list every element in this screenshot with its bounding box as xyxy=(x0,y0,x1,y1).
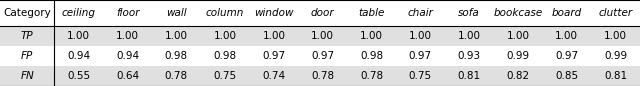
Text: wall: wall xyxy=(166,8,187,18)
Text: 0.78: 0.78 xyxy=(311,71,334,81)
Text: 1.00: 1.00 xyxy=(556,31,579,41)
Bar xyxy=(0,26,640,46)
Text: 0.82: 0.82 xyxy=(506,71,529,81)
Text: chair: chair xyxy=(408,8,433,18)
Text: door: door xyxy=(311,8,335,18)
Text: FN: FN xyxy=(20,71,34,81)
Text: 0.97: 0.97 xyxy=(311,51,334,61)
Text: 1.00: 1.00 xyxy=(409,31,432,41)
Bar xyxy=(0,0,640,26)
Text: clutter: clutter xyxy=(598,8,633,18)
Text: 1.00: 1.00 xyxy=(116,31,139,41)
Text: 0.81: 0.81 xyxy=(458,71,481,81)
Text: 0.93: 0.93 xyxy=(458,51,481,61)
Text: column: column xyxy=(206,8,244,18)
Text: 0.98: 0.98 xyxy=(165,51,188,61)
Text: sofa: sofa xyxy=(458,8,480,18)
Text: 0.99: 0.99 xyxy=(604,51,627,61)
Text: 1.00: 1.00 xyxy=(360,31,383,41)
Text: 0.78: 0.78 xyxy=(165,71,188,81)
Text: 1.00: 1.00 xyxy=(262,31,285,41)
Text: 0.97: 0.97 xyxy=(262,51,285,61)
Text: 0.64: 0.64 xyxy=(116,71,139,81)
Text: 0.81: 0.81 xyxy=(604,71,627,81)
Text: FP: FP xyxy=(21,51,33,61)
Text: 0.85: 0.85 xyxy=(556,71,579,81)
Text: 1.00: 1.00 xyxy=(165,31,188,41)
Text: TP: TP xyxy=(21,31,33,41)
Text: 0.98: 0.98 xyxy=(214,51,237,61)
Text: 1.00: 1.00 xyxy=(67,31,90,41)
Text: 0.55: 0.55 xyxy=(67,71,90,81)
Text: 0.94: 0.94 xyxy=(116,51,139,61)
Text: Category: Category xyxy=(3,8,51,18)
Text: 0.98: 0.98 xyxy=(360,51,383,61)
Text: 0.94: 0.94 xyxy=(67,51,90,61)
Bar xyxy=(0,46,640,66)
Bar xyxy=(0,66,640,86)
Text: 1.00: 1.00 xyxy=(458,31,481,41)
Text: 1.00: 1.00 xyxy=(214,31,237,41)
Text: 1.00: 1.00 xyxy=(311,31,334,41)
Text: 0.97: 0.97 xyxy=(409,51,432,61)
Text: window: window xyxy=(254,8,294,18)
Text: floor: floor xyxy=(116,8,140,18)
Text: 0.75: 0.75 xyxy=(214,71,237,81)
Text: 0.78: 0.78 xyxy=(360,71,383,81)
Text: 0.97: 0.97 xyxy=(556,51,579,61)
Text: board: board xyxy=(552,8,582,18)
Text: 1.00: 1.00 xyxy=(604,31,627,41)
Text: 0.74: 0.74 xyxy=(262,71,285,81)
Text: 0.99: 0.99 xyxy=(506,51,529,61)
Text: table: table xyxy=(358,8,385,18)
Text: bookcase: bookcase xyxy=(493,8,543,18)
Text: 0.75: 0.75 xyxy=(409,71,432,81)
Text: 1.00: 1.00 xyxy=(506,31,529,41)
Text: ceiling: ceiling xyxy=(62,8,96,18)
